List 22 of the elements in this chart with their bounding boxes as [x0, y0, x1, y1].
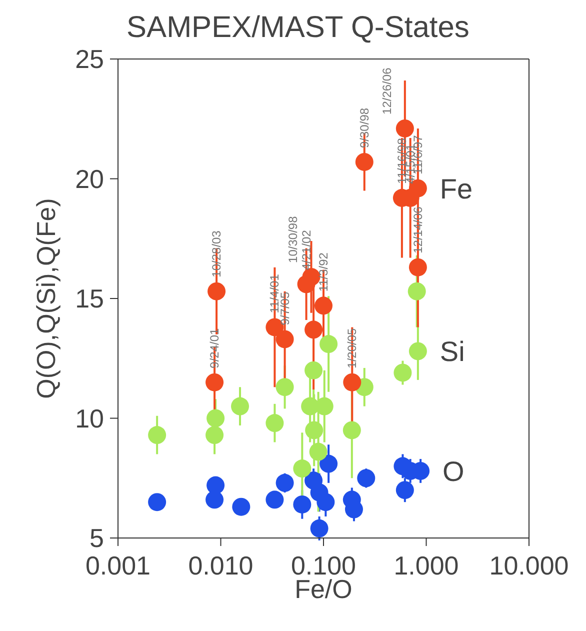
annotation: 11/3/92 — [316, 252, 330, 292]
series-label: Fe — [440, 173, 473, 204]
y-axis-title: Q(O),Q(Si),Q(Fe) — [31, 198, 62, 399]
annotation: 12/14/06 — [410, 206, 425, 254]
chart-title: SAMPEX/MAST Q-States — [126, 11, 470, 44]
y-tick-label: 20 — [75, 164, 104, 194]
y-tick-label: 25 — [75, 44, 104, 74]
annotation: 10/28/03 — [210, 230, 224, 278]
annotation: 10/30/98 — [286, 216, 300, 263]
annotation: 1/20/05 — [345, 328, 360, 368]
annotation: 12/26/06 — [380, 67, 394, 114]
x-tick-label: 0.010 — [188, 550, 254, 580]
series-label: Si — [440, 336, 465, 368]
y-tick-label: 10 — [75, 403, 104, 434]
annotation: 9/30/98 — [357, 108, 372, 148]
y-tick-label: 15 — [75, 284, 104, 314]
x-tick-label: 1.000 — [394, 550, 459, 580]
x-tick-label: 10.000 — [489, 550, 569, 580]
annotation: 9/7/05 — [278, 292, 292, 326]
series-label: O — [442, 456, 464, 487]
annotation: 4/21/02 — [299, 230, 314, 270]
annotation: 9/24/01 — [208, 328, 222, 368]
